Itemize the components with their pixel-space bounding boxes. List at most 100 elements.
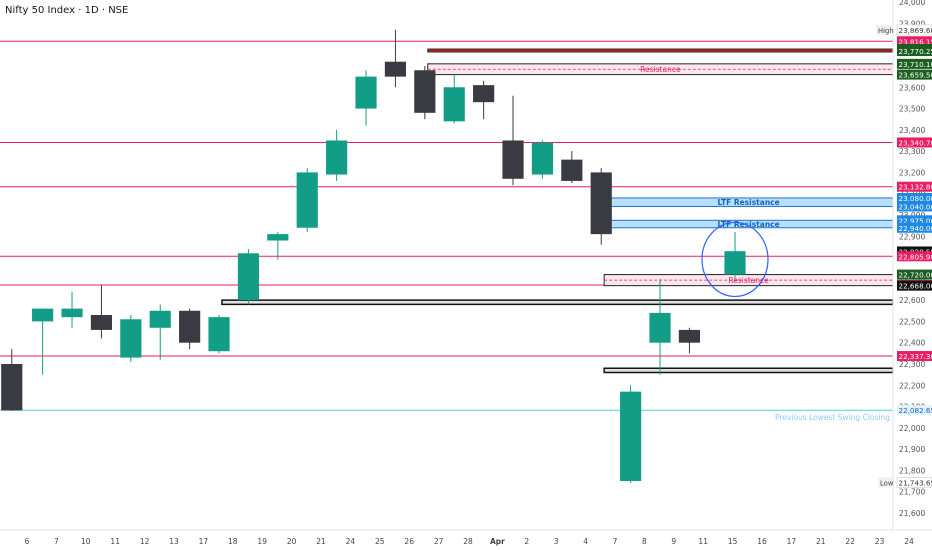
price-label-box: [897, 58, 932, 69]
candle-body: [590, 172, 612, 235]
supply-zone: [427, 48, 894, 53]
y-tick-label: 22,200: [899, 381, 925, 390]
x-tick-label: 8: [642, 537, 647, 546]
chart-title: Nifty 50 Index · 1D · NSE: [5, 5, 129, 16]
y-tick-label: 23,400: [899, 126, 925, 135]
x-tick-label: 16: [757, 537, 767, 546]
y-tick-label: 22,300: [899, 360, 925, 369]
candle-body: [649, 312, 671, 343]
x-tick-label: 10: [81, 537, 91, 546]
x-tick-label: Apr: [490, 537, 505, 546]
price-label-box: [897, 36, 932, 47]
x-tick-label: 4: [583, 537, 588, 546]
x-tick-label: 11: [110, 537, 120, 546]
x-tick-label: 24: [904, 537, 914, 546]
candle-body: [267, 234, 289, 241]
candle-body: [179, 310, 201, 343]
y-tick-label: 23,900: [899, 19, 925, 28]
x-tick-label: 18: [228, 537, 238, 546]
x-tick-label: 12: [140, 537, 150, 546]
zone-label: LTF Resistance: [717, 220, 779, 229]
candle-body: [678, 329, 701, 343]
price-label-box: [897, 269, 932, 280]
highlight-circle: [701, 221, 769, 298]
x-tick-label: 11: [698, 537, 708, 546]
x-tick-label: 21: [316, 537, 326, 546]
price-label-box: [897, 251, 932, 262]
price-label: 23,770.25: [899, 47, 932, 56]
price-label-box: [896, 476, 932, 488]
y-tick-label: 22,600: [899, 296, 925, 305]
price-label: 22,805.90: [899, 252, 932, 261]
swing-annotation: Previous Lowest Swing Closing: [775, 413, 890, 422]
candle-body: [90, 315, 113, 330]
price-label-box: [897, 351, 932, 362]
high-label-box: [876, 24, 893, 35]
y-tick-label: 23,600: [899, 83, 925, 92]
x-tick-label: 13: [169, 537, 179, 546]
x-tick-label: 27: [434, 537, 444, 546]
price-label-box: [897, 69, 932, 80]
zone-label: Resistance: [728, 276, 769, 285]
candle-body: [296, 172, 318, 228]
price-label: 22,975.00: [899, 216, 932, 225]
y-tick-label: 22,900: [899, 232, 925, 241]
zone-label: Resistance: [640, 65, 681, 74]
candle-body: [1, 363, 23, 411]
candle-body: [443, 87, 465, 122]
y-tick-label: 21,800: [899, 466, 925, 475]
x-tick-label: 7: [613, 537, 618, 546]
candle-body: [531, 142, 554, 175]
price-label-box: [897, 181, 932, 192]
low-label-box: [878, 477, 893, 488]
price-label: 23,659.50: [899, 71, 932, 80]
y-tick-label: 23,300: [899, 147, 925, 156]
candle-body: [384, 61, 407, 77]
price-label-box: [897, 280, 932, 291]
candle-body: [724, 251, 746, 275]
x-tick-label: 24: [346, 537, 356, 546]
price-label-box: [896, 24, 932, 36]
y-tick-label: 23,500: [899, 105, 925, 114]
price-label: 23,132.80: [899, 183, 932, 192]
price-label-box: [897, 215, 932, 226]
y-tick-label: 22,400: [899, 339, 925, 348]
price-label: 23,710.10: [899, 60, 932, 69]
price-label: 23,040.00: [899, 202, 932, 211]
x-tick-label: 26: [404, 537, 414, 546]
x-tick-label: 6: [25, 537, 30, 546]
candle-body: [208, 317, 230, 352]
price-label: 22,940.00: [899, 224, 932, 233]
black-zone: [221, 299, 894, 306]
candle-body: [561, 159, 583, 181]
candle-body: [32, 308, 54, 322]
x-tick-label: 9: [671, 537, 676, 546]
y-tick-label: 24,000: [899, 0, 925, 7]
y-tick-label: 21,900: [899, 445, 925, 454]
candle-body: [502, 140, 524, 179]
candle-body: [355, 76, 377, 109]
x-tick-label: 23: [875, 537, 885, 546]
x-tick-label: 22: [845, 537, 855, 546]
x-tick-label: 17: [199, 537, 209, 546]
x-tick-label: 21: [816, 537, 826, 546]
x-tick-label: 28: [463, 537, 473, 546]
high-label: High: [878, 27, 894, 35]
x-tick-label: 3: [554, 537, 559, 546]
x-tick-label: 19: [257, 537, 267, 546]
price-label-box: [897, 201, 932, 212]
candle-body: [61, 308, 83, 318]
price-label: 23,340.70: [899, 138, 932, 147]
price-label: 22,720.00: [899, 271, 932, 280]
price-label-box: [897, 46, 932, 57]
price-label: 22,337.30: [899, 352, 932, 361]
price-label: 23,816.15: [899, 37, 932, 46]
black-zone: [603, 367, 894, 374]
y-tick-label: 21,600: [899, 509, 925, 518]
y-tick-label: 22,000: [899, 424, 925, 433]
price-label-box: [897, 137, 932, 148]
candle-body: [237, 253, 260, 301]
y-tick-label: 22,500: [899, 317, 925, 326]
price-label: 23,080.00: [899, 194, 932, 203]
